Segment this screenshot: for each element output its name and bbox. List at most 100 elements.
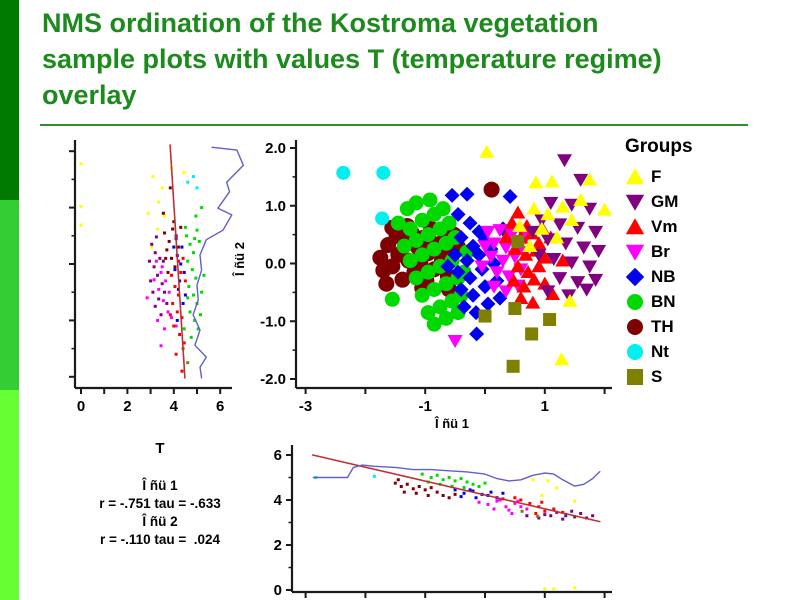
data-point bbox=[174, 324, 178, 328]
data-point bbox=[169, 316, 173, 320]
data-point bbox=[420, 305, 436, 321]
y-tick-label: 2.0 bbox=[265, 140, 286, 157]
data-point bbox=[511, 235, 525, 249]
data-point bbox=[429, 476, 433, 479]
data-point bbox=[435, 201, 451, 217]
data-point bbox=[561, 289, 577, 303]
data-point bbox=[152, 278, 156, 282]
data-point bbox=[151, 290, 155, 294]
y-tick-label: 0.0 bbox=[265, 256, 286, 273]
data-point bbox=[152, 265, 156, 269]
data-point bbox=[179, 262, 183, 266]
data-point bbox=[495, 499, 499, 503]
data-point bbox=[200, 290, 204, 294]
data-point bbox=[179, 270, 183, 274]
slide-title-line-1: NMS ordination of the Kostroma vegetatio… bbox=[42, 8, 599, 38]
data-point bbox=[173, 285, 177, 289]
data-point bbox=[196, 327, 200, 331]
data-point bbox=[579, 283, 595, 297]
legend-item-F: F bbox=[625, 164, 693, 189]
data-point bbox=[492, 224, 508, 238]
data-point bbox=[375, 211, 390, 226]
data-point bbox=[441, 215, 457, 231]
data-point bbox=[462, 270, 478, 286]
data-point bbox=[520, 265, 536, 279]
data-point bbox=[543, 197, 559, 211]
data-point bbox=[543, 509, 547, 513]
data-point bbox=[498, 285, 514, 299]
data-point bbox=[513, 501, 517, 505]
data-point bbox=[180, 369, 184, 373]
y-axis-title: Î ñü 2 bbox=[232, 242, 247, 277]
legend-item-TH: TH bbox=[625, 314, 693, 339]
data-point bbox=[394, 271, 411, 288]
data-point bbox=[528, 501, 532, 505]
data-point bbox=[159, 270, 163, 274]
data-point bbox=[502, 189, 518, 204]
data-point bbox=[510, 512, 514, 515]
triangle-up-marker-icon bbox=[625, 167, 645, 184]
data-point bbox=[408, 232, 424, 248]
data-point bbox=[479, 144, 495, 158]
accent-segment-medium bbox=[0, 200, 19, 390]
data-point bbox=[440, 258, 456, 274]
triangle-down-marker-icon bbox=[625, 244, 645, 261]
data-point bbox=[79, 223, 83, 227]
data-point bbox=[540, 494, 544, 497]
data-point bbox=[429, 486, 433, 490]
data-point bbox=[160, 265, 164, 269]
data-point bbox=[582, 172, 598, 186]
data-point bbox=[564, 514, 568, 518]
data-point bbox=[465, 480, 469, 484]
data-point bbox=[543, 313, 557, 327]
data-point bbox=[156, 227, 160, 231]
data-point bbox=[545, 286, 561, 300]
data-point bbox=[537, 516, 541, 520]
data-point bbox=[444, 187, 460, 203]
data-point bbox=[432, 258, 448, 274]
data-point bbox=[192, 251, 196, 255]
data-point bbox=[396, 478, 400, 482]
data-point bbox=[531, 478, 535, 482]
x-tick-label: -1 bbox=[419, 398, 432, 415]
data-point bbox=[192, 175, 196, 179]
data-point bbox=[154, 259, 158, 263]
data-point bbox=[408, 270, 424, 286]
data-point bbox=[546, 479, 550, 483]
circle-marker-icon bbox=[627, 293, 643, 310]
data-point bbox=[161, 259, 165, 263]
data-point bbox=[176, 293, 180, 297]
data-point bbox=[453, 488, 457, 492]
data-point bbox=[531, 259, 547, 273]
data-point bbox=[540, 233, 556, 247]
data-point bbox=[179, 225, 183, 229]
data-point bbox=[447, 476, 451, 479]
data-point bbox=[163, 290, 167, 294]
data-point bbox=[522, 239, 538, 253]
y-tick-label: -2.0 bbox=[260, 371, 286, 388]
data-point bbox=[166, 270, 170, 274]
data-point bbox=[192, 293, 196, 297]
data-point bbox=[186, 259, 190, 263]
data-point bbox=[417, 485, 421, 488]
data-point bbox=[336, 165, 351, 180]
data-point bbox=[180, 245, 184, 249]
data-point bbox=[178, 279, 182, 283]
data-point bbox=[372, 474, 376, 478]
data-point bbox=[625, 244, 645, 261]
data-point bbox=[564, 256, 580, 270]
data-point bbox=[597, 202, 613, 216]
data-point bbox=[149, 279, 153, 283]
legend-label: TH bbox=[651, 316, 674, 336]
data-point bbox=[181, 301, 185, 305]
data-point bbox=[557, 154, 573, 168]
triangle-down-marker-icon bbox=[625, 194, 645, 211]
data-point bbox=[447, 496, 451, 500]
legend-label: F bbox=[651, 166, 662, 186]
data-point bbox=[561, 517, 565, 521]
data-point bbox=[506, 359, 520, 373]
data-point bbox=[546, 253, 562, 267]
data-point bbox=[175, 310, 179, 314]
data-point bbox=[459, 495, 463, 499]
data-point bbox=[157, 297, 161, 301]
